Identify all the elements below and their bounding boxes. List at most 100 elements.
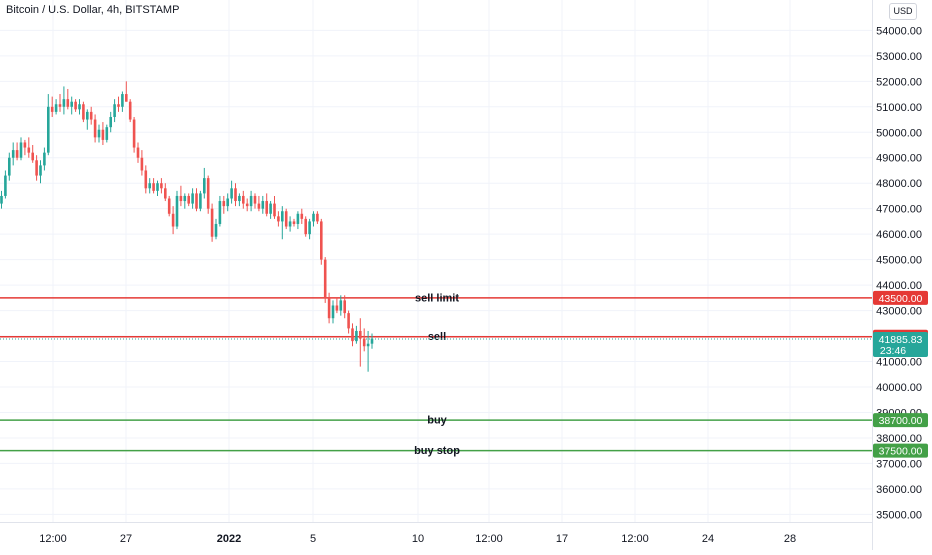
candle-body — [97, 129, 101, 138]
candle-body — [66, 99, 70, 107]
candle-body — [226, 198, 229, 207]
candle-body — [245, 203, 249, 207]
currency-button[interactable]: USD — [889, 3, 917, 20]
candle-body — [23, 142, 27, 148]
candle-body — [39, 165, 42, 176]
candle-body — [125, 94, 128, 102]
grid-layer — [0, 0, 872, 522]
price-axis-tick-label: 52000.00 — [876, 76, 922, 88]
price-axis-tick-label: 35000.00 — [876, 509, 922, 521]
candle-body — [316, 213, 319, 222]
candle-body — [370, 338, 374, 344]
candle-body — [152, 183, 155, 191]
candle-body — [187, 195, 190, 204]
candle-body — [234, 188, 237, 202]
order-line-label: sell — [428, 331, 446, 343]
candle-body — [218, 201, 222, 224]
price-axis-tick-label: 40000.00 — [876, 382, 922, 394]
price-axis-tick-label: 50000.00 — [876, 127, 922, 139]
candle-body — [50, 106, 54, 112]
candle-body — [347, 313, 350, 329]
candle-body — [199, 193, 202, 209]
price-axis-tick-label: 54000.00 — [876, 25, 922, 37]
candle-body — [359, 330, 362, 339]
time-axis-tick-label: 12:00 — [475, 533, 503, 545]
candle-body — [288, 221, 292, 227]
price-axis-tick-label: 47000.00 — [876, 204, 922, 216]
candle-body — [206, 178, 210, 209]
symbol-title[interactable]: Bitcoin / U.S. Dollar, 4h, BITSTAMP — [6, 4, 180, 16]
candle-body — [78, 104, 81, 110]
price-axis-tick-label: 45000.00 — [876, 255, 922, 267]
candle-body — [327, 297, 331, 319]
candle-body — [323, 259, 327, 298]
candle-body — [320, 221, 323, 260]
candle-body — [19, 142, 23, 158]
candles-layer — [0, 81, 374, 372]
candle-body — [86, 111, 89, 120]
order-line-label: buy — [427, 415, 447, 427]
candle-body — [331, 305, 335, 319]
candle-body — [362, 338, 366, 347]
price-axis-tick-label: 53000.00 — [876, 51, 922, 63]
candle-body — [273, 203, 276, 217]
candle-body — [47, 106, 50, 153]
price-label-box — [873, 443, 928, 458]
candle-body — [304, 218, 307, 235]
candle-body — [101, 129, 105, 140]
order-line-label: sell limit — [415, 292, 459, 304]
candle-body — [27, 147, 31, 153]
candle-body — [128, 101, 132, 120]
candle-body — [167, 198, 171, 214]
candle-body — [249, 195, 253, 207]
candle-body — [89, 111, 93, 120]
candle-body — [175, 195, 179, 227]
candle-body — [54, 104, 58, 112]
candle-body — [11, 150, 15, 158]
candle-body — [109, 116, 112, 128]
price-axis-tick-label: 44000.00 — [876, 280, 922, 292]
time-axis-tick-label: 10 — [412, 533, 424, 545]
price-axis-tick-label: 46000.00 — [876, 229, 922, 241]
price-axis-tick-label: 43000.00 — [876, 306, 922, 318]
candle-body — [148, 183, 151, 189]
candle-body — [171, 213, 175, 227]
time-axis-tick-label: 12:00 — [39, 533, 67, 545]
order-line-label: buy stop — [414, 445, 460, 457]
time-axis-tick-label: 12:00 — [621, 533, 649, 545]
candle-body — [214, 223, 218, 237]
candle-body — [366, 343, 370, 347]
candle-body — [265, 201, 268, 214]
candle-body — [261, 201, 265, 209]
candle-body — [74, 101, 77, 110]
time-axis-tick-label: 5 — [310, 533, 316, 545]
candle-body — [257, 203, 261, 209]
candle-body — [136, 147, 140, 158]
candle-body — [105, 127, 109, 140]
candle-body — [238, 195, 241, 202]
price-label: 43500.00 — [879, 293, 923, 305]
candle-body — [281, 211, 284, 222]
candle-body — [195, 193, 198, 209]
candle-body — [339, 300, 343, 311]
candle-body — [343, 300, 346, 314]
price-axis-tick-label: 36000.00 — [876, 484, 922, 496]
time-axis-tick-label: 17 — [556, 533, 568, 545]
candle-body — [31, 152, 34, 161]
price-axis-tick-label: 48000.00 — [876, 178, 922, 190]
candle-body — [355, 330, 358, 342]
price-label-box — [873, 290, 928, 305]
candle-body — [132, 119, 136, 148]
candle-body — [43, 152, 46, 166]
candle-body — [269, 203, 272, 214]
candle-body — [335, 305, 339, 311]
candle-body — [300, 213, 304, 219]
candle-body — [296, 213, 300, 224]
order-lines-layer: sell limit sell buy buy stop — [0, 292, 872, 457]
candle-body — [277, 216, 280, 222]
candle-body — [242, 195, 245, 204]
candle-body — [62, 99, 66, 107]
